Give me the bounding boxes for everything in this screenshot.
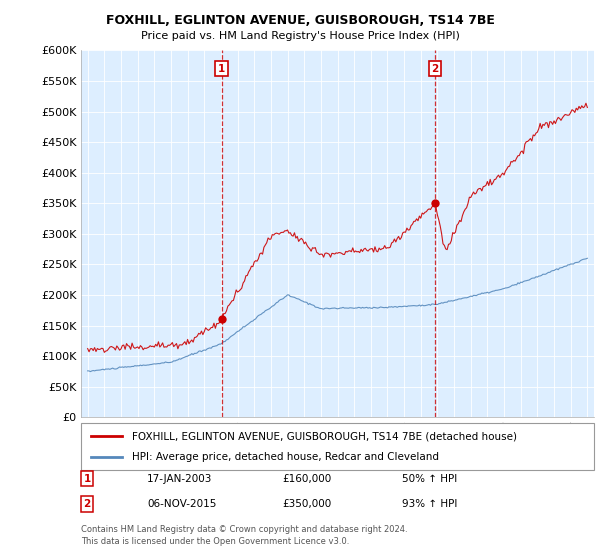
Text: HPI: Average price, detached house, Redcar and Cleveland: HPI: Average price, detached house, Redc… [133, 452, 439, 462]
Text: 50% ↑ HPI: 50% ↑ HPI [402, 474, 457, 484]
Text: £350,000: £350,000 [282, 499, 331, 509]
Text: Price paid vs. HM Land Registry's House Price Index (HPI): Price paid vs. HM Land Registry's House … [140, 31, 460, 41]
Text: 93% ↑ HPI: 93% ↑ HPI [402, 499, 457, 509]
Text: 06-NOV-2015: 06-NOV-2015 [147, 499, 217, 509]
Text: FOXHILL, EGLINTON AVENUE, GUISBOROUGH, TS14 7BE: FOXHILL, EGLINTON AVENUE, GUISBOROUGH, T… [106, 14, 494, 27]
Text: 17-JAN-2003: 17-JAN-2003 [147, 474, 212, 484]
Text: 1: 1 [83, 474, 91, 484]
Text: FOXHILL, EGLINTON AVENUE, GUISBOROUGH, TS14 7BE (detached house): FOXHILL, EGLINTON AVENUE, GUISBOROUGH, T… [133, 431, 517, 441]
Text: £160,000: £160,000 [282, 474, 331, 484]
Text: 1: 1 [218, 64, 225, 74]
Text: Contains HM Land Registry data © Crown copyright and database right 2024.
This d: Contains HM Land Registry data © Crown c… [81, 525, 407, 546]
Text: 2: 2 [83, 499, 91, 509]
Text: 2: 2 [431, 64, 439, 74]
